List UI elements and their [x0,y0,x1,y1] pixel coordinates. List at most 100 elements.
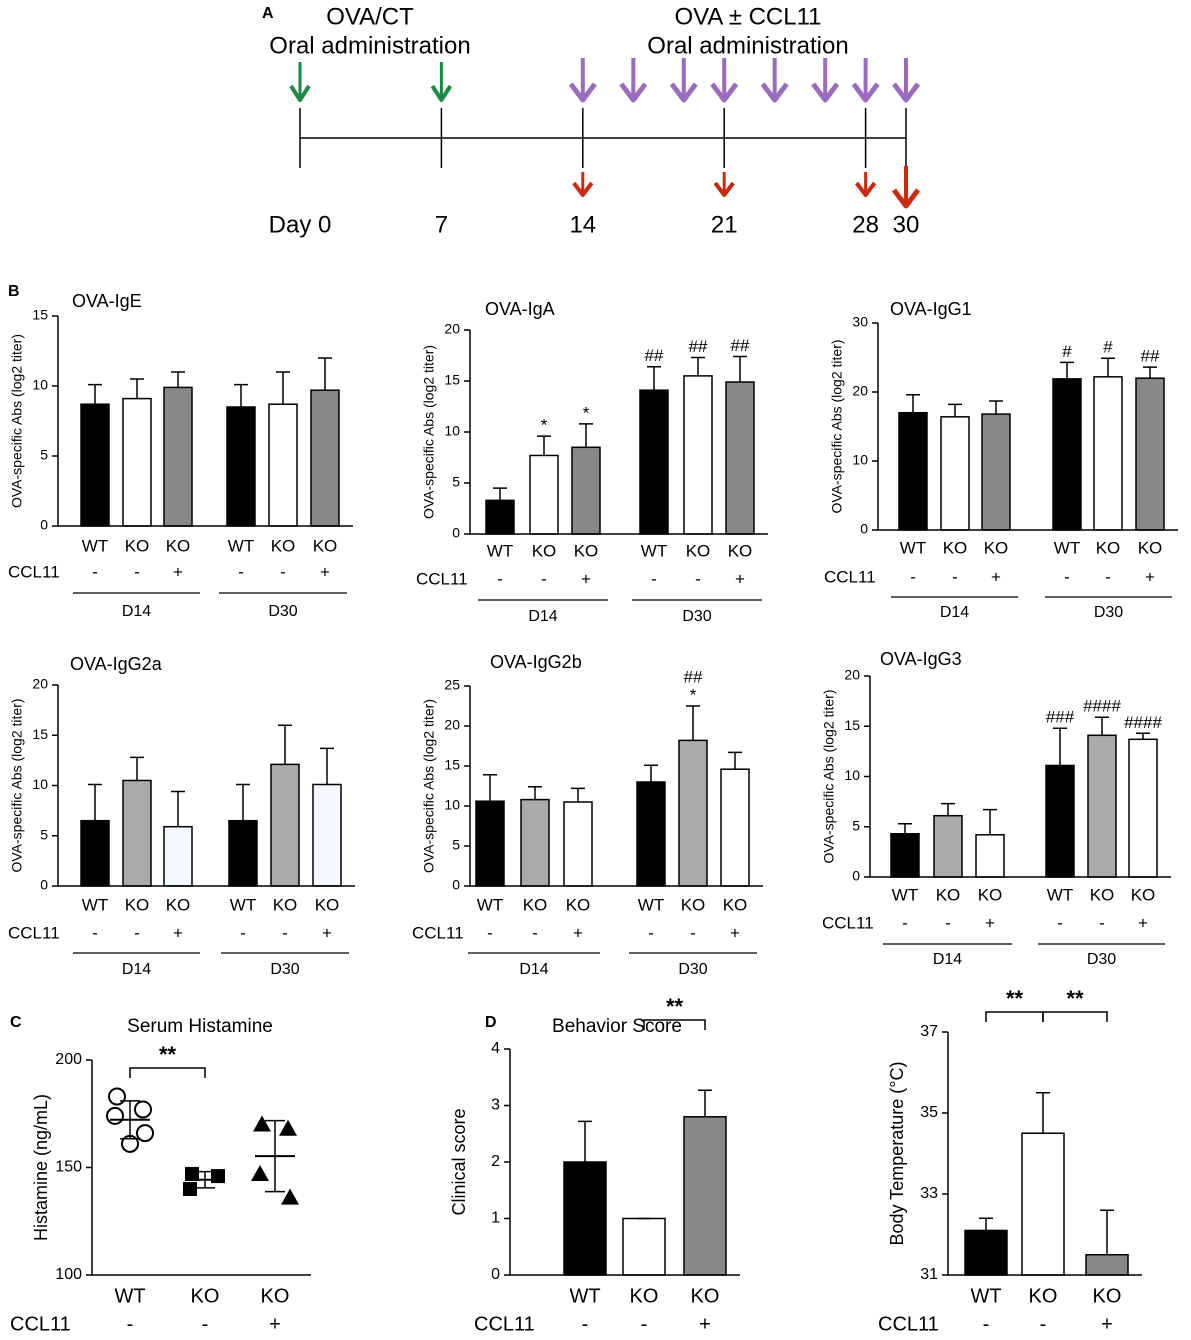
bracket [1042,1011,1108,1022]
point [134,1100,152,1119]
bar [1128,738,1158,878]
treatment-label: - [945,913,951,932]
treatment-label: - [497,569,503,588]
arrow [289,62,311,102]
error-bar [130,756,144,781]
category-label: KO [523,895,548,914]
row-label: CCL11 [474,1313,535,1335]
treatment-label: + [173,923,183,942]
y-tick-label: 3 [491,1097,500,1114]
sd-bar [265,1119,285,1193]
bar [226,406,256,527]
y-tick-label: 0 [452,525,460,541]
row-label: CCL11 [8,923,60,942]
bracket-label: ** [1066,986,1084,1011]
bar [1087,734,1117,878]
arrow-head [851,82,880,103]
error-bar [644,764,658,782]
y-axis-label: Body Temperature (°C) [887,1062,907,1246]
arrow-head [760,82,789,103]
y-tick-label: 2 [491,1153,500,1170]
bar [720,768,750,887]
y-tick-label: 20 [32,676,48,692]
arrow [619,58,648,103]
bar [80,819,110,887]
category-label: KO [978,885,1003,904]
y-tick-label: 20 [444,717,460,733]
bar [563,801,593,887]
point [251,1164,269,1181]
treatment-label: + [573,923,583,942]
treatment-label: - [690,923,696,942]
treatment-label: - [280,562,286,581]
treatment-label: - [202,1313,209,1335]
treatment-label: - [240,923,246,942]
error-bar [983,808,997,835]
category-label: KO [984,538,1009,557]
bar [122,397,152,527]
category-label: KO [728,541,753,560]
bar [940,416,970,531]
row-label: CCL11 [10,1313,71,1335]
group-label: D14 [528,608,557,625]
arrow-head [855,181,877,197]
group-label: D14 [933,951,962,968]
bar [636,781,666,887]
treatment-label: - [1099,913,1105,932]
error-bar [276,371,290,405]
category-label: KO [630,1285,659,1307]
day-label: 21 [711,211,738,238]
group-label: D30 [1094,604,1123,621]
y-axis-label: OVA-specific Abs (log2 titer) [821,689,837,863]
category-label: KO [1131,885,1156,904]
group-label: D14 [940,604,969,621]
category-label: KO [943,538,968,557]
arrow [713,172,735,197]
y-tick-label: 150 [55,1159,82,1176]
category-label: WT [230,895,256,914]
treatment-label: - [487,923,493,942]
error-bar [1036,1092,1050,1134]
treatment-label: + [985,913,995,932]
timeline-text: Oral administration [269,32,470,59]
significance-label: ## [684,667,703,686]
chart-title: OVA-IgG3 [880,649,962,669]
y-tick-label: 200 [55,1051,82,1068]
error-bar [88,383,102,405]
y-tick-label: 0 [40,877,48,893]
arrow [669,58,698,103]
y-tick-label: 5 [452,837,460,853]
error-bar [493,487,507,501]
significance-label: ## [645,346,664,365]
y-tick-label: 37 [920,1023,938,1040]
y-tick-label: 5 [40,447,48,463]
category-label: KO [166,895,191,914]
category-label: WT [569,1285,600,1307]
bracket-label: ** [666,994,684,1019]
error-bar [728,751,742,770]
arrow-head [568,82,597,103]
chart-title: OVA-IgG2b [490,652,582,672]
panel-label: D [485,1014,497,1031]
arrow-head [892,188,920,209]
y-tick-label: 10 [844,767,860,783]
error-bar [647,365,661,391]
significance-label: #### [1124,713,1162,732]
y-tick-label: 15 [32,726,48,742]
category-label: KO [166,536,191,555]
error-bar [318,357,332,391]
bar [1085,1254,1129,1276]
error-bar [1060,361,1074,379]
point [106,1106,124,1125]
treatment-label: - [1040,1313,1047,1335]
category-label: WT [892,885,918,904]
significance-label: * [583,403,590,422]
bar [683,375,713,535]
treatment-label: - [532,923,538,942]
significance-label: ### [1046,708,1075,727]
group-label: D30 [678,961,707,978]
significance-label: * [690,685,697,704]
treatment-label: + [322,923,332,942]
error-bar [579,423,593,448]
group-label: D30 [268,603,297,620]
